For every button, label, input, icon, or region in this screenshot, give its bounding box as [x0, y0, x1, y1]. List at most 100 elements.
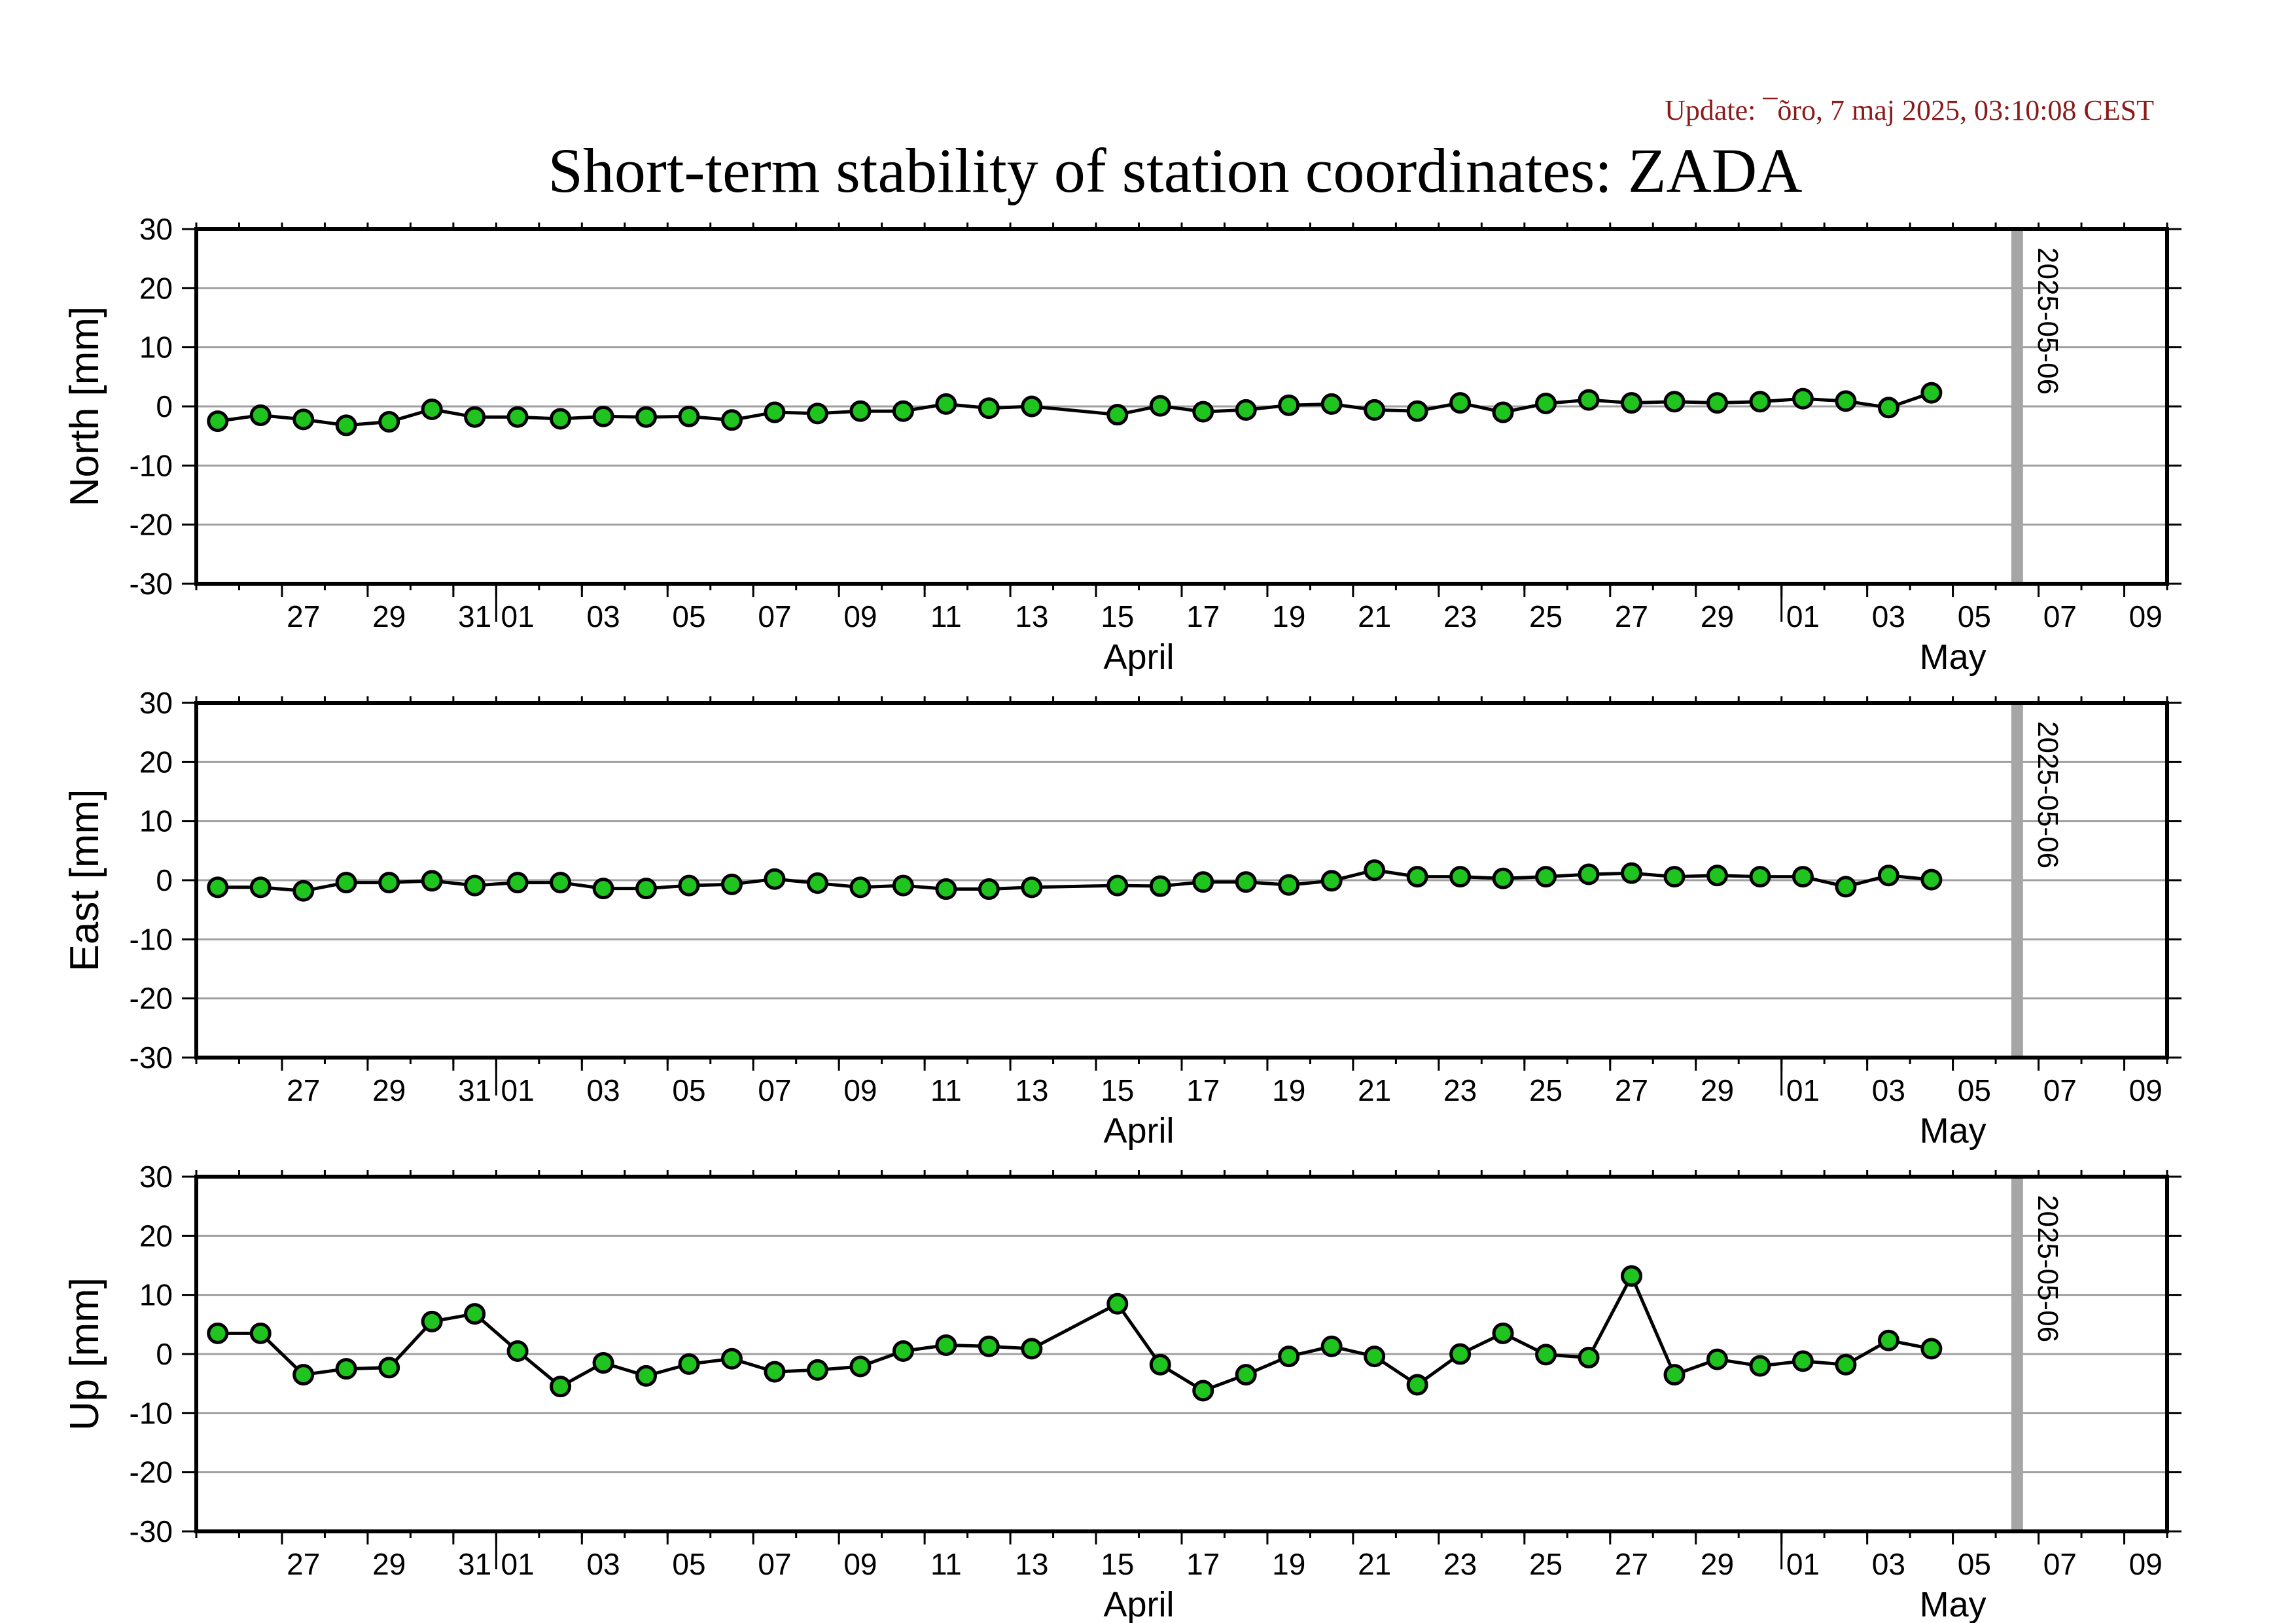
- panel-2: 2025-05-06 30 20 10 0 -10 -20 -30 East [mm] 27 29 3…: [62, 686, 2181, 1150]
- data-point: [1578, 863, 1600, 885]
- data-point: [207, 410, 229, 433]
- data-point: [1621, 1265, 1643, 1287]
- data-point: [1406, 866, 1428, 888]
- data-point: [1106, 404, 1129, 426]
- x-tick-label: 09: [843, 1547, 877, 1581]
- data-point: [1106, 874, 1129, 897]
- y-tick-label: 10: [139, 804, 173, 838]
- data-point: [1149, 1353, 1171, 1376]
- data-point: [1835, 390, 1857, 412]
- data-point: [550, 408, 572, 430]
- x-tick-label: 29: [1701, 1073, 1734, 1107]
- month-label: May: [1920, 1111, 1987, 1150]
- data-point: [464, 874, 486, 897]
- data-point: [806, 872, 828, 895]
- data-point: [1021, 1338, 1043, 1360]
- x-tick-label: 31: [458, 1547, 491, 1581]
- data-point: [1706, 392, 1728, 414]
- y-tick-label: 0: [156, 863, 173, 897]
- month-label: May: [1920, 1585, 1987, 1623]
- data-point: [1149, 875, 1171, 897]
- data-point: [1149, 395, 1171, 417]
- data-point: [1021, 876, 1043, 899]
- data-point: [1235, 1364, 1257, 1386]
- x-tick-label: 07: [2043, 1547, 2077, 1581]
- data-point: [1621, 862, 1643, 884]
- x-tick-label: 23: [1443, 1073, 1477, 1107]
- x-tick-label: 27: [287, 599, 320, 633]
- data-point: [592, 878, 614, 900]
- data-point: [1535, 866, 1557, 888]
- current-date-label: 2025-05-06: [2032, 247, 2064, 395]
- data-point: [207, 876, 229, 899]
- current-date-label: 2025-05-06: [2032, 1195, 2064, 1342]
- data-point: [550, 872, 572, 894]
- x-tick-label: 27: [1615, 1073, 1648, 1107]
- data-point: [978, 878, 1000, 901]
- data-point: [849, 400, 872, 422]
- data-point: [1192, 1380, 1214, 1402]
- y-tick-label: 30: [139, 212, 173, 246]
- y-tick-label: -10: [130, 1396, 173, 1430]
- data-point: [892, 400, 914, 422]
- data-point: [1492, 1322, 1514, 1344]
- x-tick-label: 25: [1529, 599, 1563, 633]
- data-point: [764, 401, 786, 423]
- data-point: [1320, 393, 1343, 415]
- data-point: [1406, 1374, 1428, 1396]
- y-tick-label: 0: [156, 1337, 173, 1371]
- data-point: [1364, 399, 1386, 421]
- data-point: [1621, 392, 1643, 414]
- x-tick-label: 05: [672, 1547, 705, 1581]
- data-point: [1406, 400, 1428, 422]
- data-point: [764, 868, 786, 890]
- y-tick-label: 0: [156, 389, 173, 423]
- data-point: [635, 1364, 658, 1387]
- data-point: [720, 409, 743, 431]
- x-tick-label: 11: [930, 599, 962, 633]
- x-tick-label: 19: [1272, 1547, 1305, 1581]
- x-tick-label: 11: [930, 1073, 962, 1107]
- x-tick-label: 13: [1015, 599, 1048, 633]
- x-tick-label: 17: [1186, 1547, 1220, 1581]
- data-point: [935, 878, 957, 901]
- x-tick-label: 19: [1272, 599, 1305, 633]
- data-point: [1663, 1364, 1686, 1386]
- current-date-label: 2025-05-06: [2032, 721, 2064, 868]
- series-line: [217, 1272, 1932, 1393]
- month-label: April: [1104, 1585, 1174, 1623]
- x-tick-label: 09: [2129, 1547, 2163, 1581]
- data-point: [1449, 866, 1472, 888]
- x-tick-label: 01: [1786, 1547, 1820, 1581]
- data-point: [1877, 1329, 1899, 1351]
- update-timestamp: Update: ¯õro, 7 maj 2025, 03:10:08 CEST: [1665, 94, 2154, 126]
- data-point: [1792, 866, 1814, 888]
- data-point: [1578, 1346, 1600, 1368]
- data-point: [635, 878, 658, 900]
- y-tick-label: -30: [130, 567, 173, 601]
- x-tick-label: 29: [372, 599, 406, 633]
- data-point: [1877, 397, 1899, 419]
- x-tick-label: 21: [1358, 1547, 1391, 1581]
- data-point: [1920, 1338, 1943, 1360]
- x-tick-label: 07: [2043, 1073, 2077, 1107]
- data-point: [464, 406, 486, 428]
- x-tick-label: 03: [1872, 1547, 1905, 1581]
- data-point: [378, 872, 400, 894]
- y-axis-label: North [mm]: [62, 306, 107, 507]
- data-point: [935, 1334, 957, 1356]
- data-point: [421, 870, 443, 892]
- x-tick-label: 07: [758, 1547, 791, 1581]
- x-tick-label: 29: [372, 1547, 406, 1581]
- x-tick-label: 01: [501, 599, 535, 633]
- x-tick-label: 03: [586, 1073, 620, 1107]
- data-point: [1364, 1346, 1386, 1368]
- data-point: [1749, 1355, 1771, 1377]
- data-point: [1920, 382, 1943, 404]
- y-axis-label: Up [mm]: [62, 1277, 107, 1431]
- x-tick-label: 17: [1186, 1073, 1220, 1107]
- data-point: [506, 872, 529, 894]
- x-tick-label: 03: [586, 599, 620, 633]
- y-tick-label: -20: [130, 1455, 173, 1489]
- data-point: [1877, 865, 1899, 887]
